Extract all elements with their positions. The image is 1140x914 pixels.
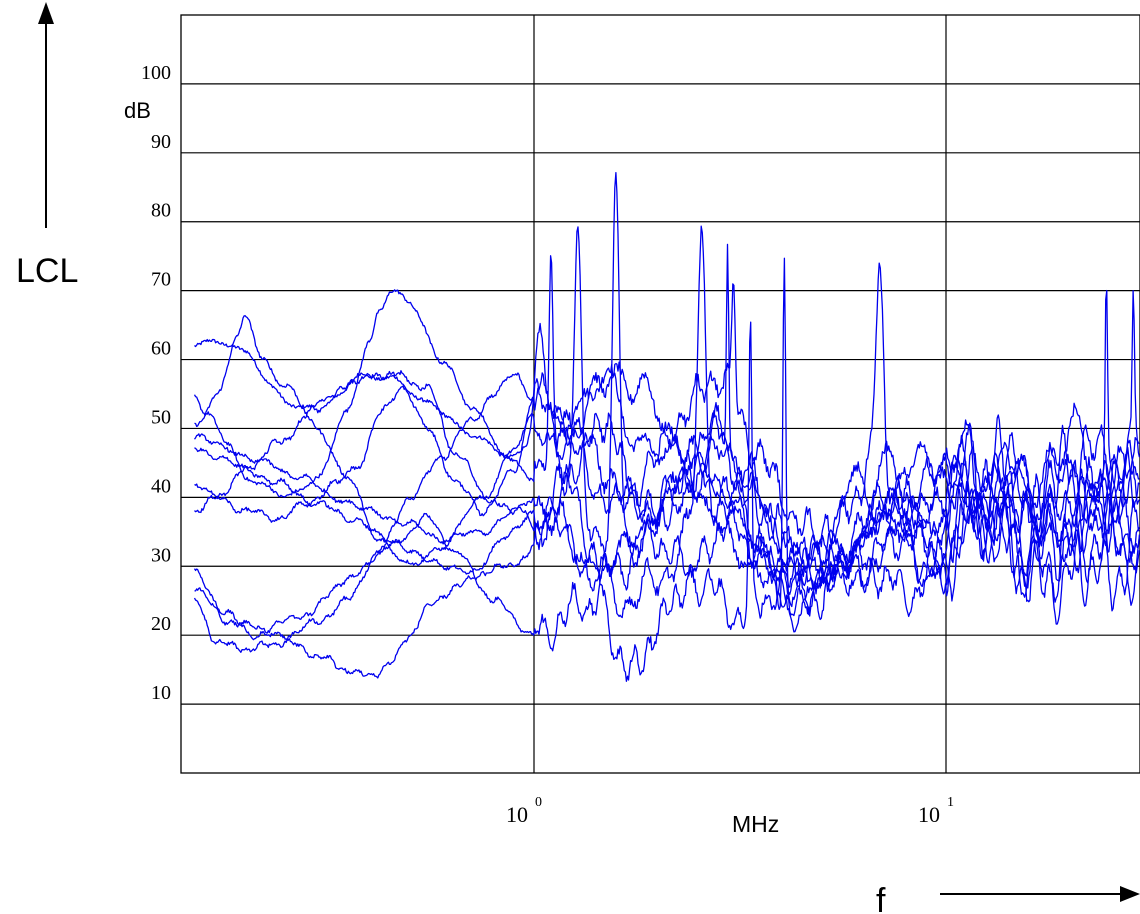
lcl-series-line bbox=[193, 257, 1140, 682]
y-tick-label: 50 bbox=[151, 406, 171, 428]
x-axis-unit: MHz bbox=[732, 811, 779, 837]
x-tick-label: 10 bbox=[506, 802, 528, 827]
lcl-series-line bbox=[194, 243, 1140, 598]
x-tick-label: 10 bbox=[918, 802, 940, 827]
y-tick-label: 60 bbox=[151, 338, 171, 360]
x-tick-exponent: 0 bbox=[535, 795, 542, 810]
x-axis-arrow-head bbox=[1120, 886, 1140, 902]
y-tick-label: 70 bbox=[151, 269, 171, 291]
lcl-series-line bbox=[194, 262, 1140, 587]
y-axis-arrow-head bbox=[38, 2, 54, 24]
y-tick-label: 40 bbox=[151, 475, 171, 497]
plot-area bbox=[180, 14, 1140, 774]
y-tick-label: 90 bbox=[151, 131, 171, 153]
x-tick-exponent: 1 bbox=[947, 795, 954, 810]
y-tick-label: 20 bbox=[151, 613, 171, 635]
x-axis-label: f bbox=[876, 882, 886, 914]
lcl-series-line bbox=[194, 321, 1140, 652]
y-axis-label: LCL bbox=[16, 252, 78, 290]
y-tick-label: 80 bbox=[151, 200, 171, 222]
y-tick-label: 30 bbox=[151, 544, 171, 566]
y-tick-label: 100 bbox=[141, 62, 171, 84]
y-tick-label: 10 bbox=[151, 682, 171, 704]
series-lines bbox=[193, 171, 1140, 682]
y-axis-unit: dB bbox=[124, 98, 151, 123]
